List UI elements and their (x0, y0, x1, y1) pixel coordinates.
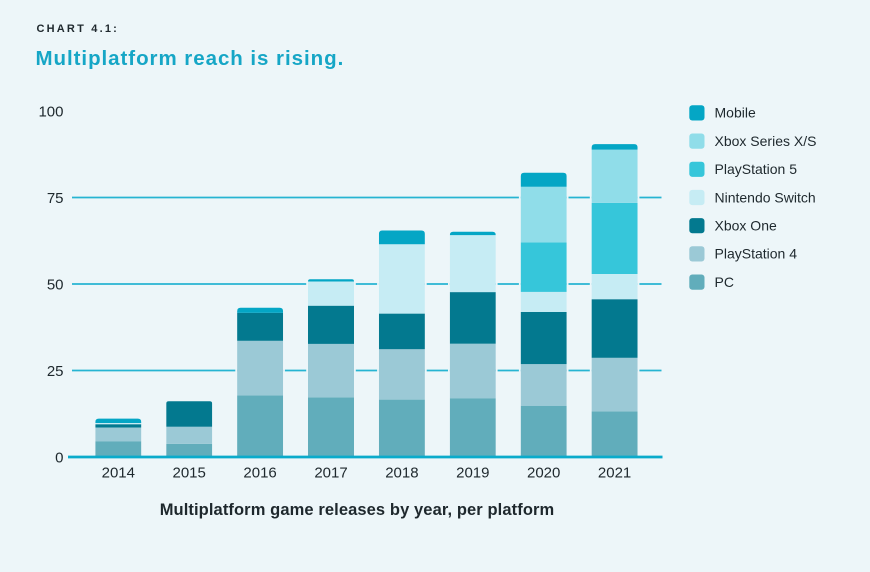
svg-text:50: 50 (47, 277, 64, 294)
svg-text:0: 0 (55, 450, 63, 467)
svg-text:Xbox Series X/S: Xbox Series X/S (715, 133, 817, 149)
svg-text:2017: 2017 (314, 464, 347, 481)
svg-text:Nintendo Switch: Nintendo Switch (715, 189, 816, 205)
svg-text:Multiplatform game releases by: Multiplatform game releases by year, per… (160, 501, 555, 519)
svg-text:100: 100 (38, 104, 63, 121)
svg-text:2018: 2018 (385, 464, 418, 481)
svg-text:2016: 2016 (243, 464, 276, 481)
svg-text:PlayStation 5: PlayStation 5 (715, 161, 798, 177)
svg-text:PlayStation 4: PlayStation 4 (715, 246, 798, 262)
svg-text:Multiplatform reach is rising.: Multiplatform reach is rising. (36, 47, 345, 70)
svg-text:2015: 2015 (173, 464, 206, 481)
svg-text:2021: 2021 (598, 464, 631, 481)
svg-text:CHART 4.1:: CHART 4.1: (37, 23, 120, 35)
svg-text:2019: 2019 (456, 464, 489, 481)
svg-text:Mobile: Mobile (715, 105, 756, 121)
svg-text:PC: PC (715, 274, 734, 290)
svg-text:2014: 2014 (102, 464, 135, 481)
svg-text:25: 25 (47, 363, 64, 380)
svg-text:2020: 2020 (527, 464, 560, 481)
svg-text:Xbox One: Xbox One (715, 218, 777, 234)
svg-text:75: 75 (47, 190, 64, 207)
